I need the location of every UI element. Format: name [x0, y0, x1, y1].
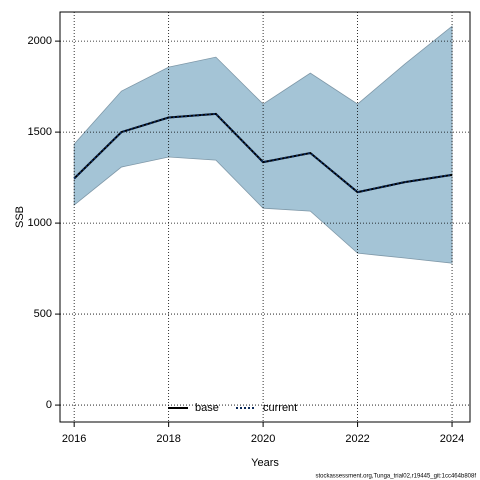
footnote: stockassessment.org,Tunga_trial02,r19445…	[315, 474, 476, 480]
legend-label: current	[263, 402, 297, 414]
y-tick-label: 500	[34, 308, 52, 320]
y-axis-label: SSB	[14, 206, 26, 228]
y-tick-label: 1500	[28, 126, 52, 138]
y-tick-label: 1000	[28, 217, 52, 229]
x-tick-label: 2018	[156, 433, 180, 445]
x-tick-label: 2024	[440, 433, 464, 445]
series-line	[73, 112, 453, 194]
plot-frame	[59, 11, 471, 423]
x-tick-label: 2020	[251, 433, 275, 445]
x-tick-label: 2022	[345, 433, 369, 445]
y-tick-label: 2000	[28, 35, 52, 47]
y-tick-label: 0	[46, 399, 52, 411]
legend-label: base	[195, 402, 219, 414]
x-tick-label: 2016	[62, 433, 86, 445]
x-axis-label: Years	[251, 457, 279, 469]
